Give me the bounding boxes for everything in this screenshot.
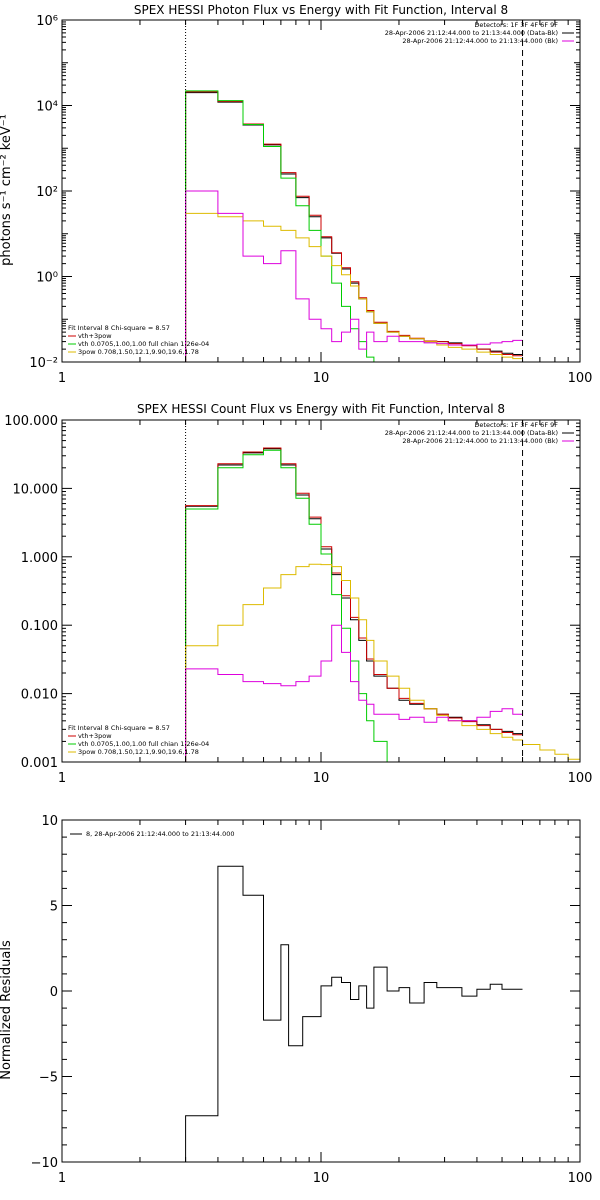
- y-tick-label: 0.010: [21, 688, 58, 703]
- series-line-2: [185, 449, 388, 762]
- residuals-ylabel: Normalized Residuals: [0, 940, 14, 1080]
- y-tick-label: 10²: [36, 185, 58, 200]
- y-tick-label: 10⁴: [36, 100, 58, 115]
- residuals-panel: Normalized Residuals 1 10 100 −10 −5 0 5 10 8, 2…: [0, 814, 592, 1186]
- y-tick-label: 10⁻²: [29, 356, 58, 371]
- x-tick-label: 10: [313, 371, 330, 386]
- y-tick-label: 0.100: [21, 619, 58, 634]
- x-tick-label: 100: [568, 1171, 593, 1186]
- x-axis: 1 10 100: [58, 820, 593, 1186]
- series-group: [185, 865, 523, 1162]
- x-axis: 1 10 100: [58, 20, 593, 386]
- legend-right-entry: Detectors: 1F 3F 4F 6F 9F: [474, 421, 558, 429]
- legend-right-entry: Detectors: 1F 3F 4F 6F 9F: [474, 21, 558, 29]
- legend-left-entry: vth+3pow: [78, 332, 112, 340]
- legend-left: Fit Interval 8 Chi-square = 8.57vth+3pow…: [68, 324, 209, 356]
- x-tick-label: 10: [313, 1171, 330, 1186]
- legend-left-entry: vth 0.0705,1.00,1.00 full chian 1.26e-04: [78, 340, 209, 348]
- y-tick-label: 10.000: [13, 482, 59, 497]
- legend-left-entry: Fit Interval 8 Chi-square = 8.57: [68, 724, 170, 732]
- x-tick-label: 1: [58, 371, 66, 386]
- legend-left-entry: Fit Interval 8 Chi-square = 8.57: [68, 324, 170, 332]
- legend-left-entry: 3pow 0.708,1.50,12.1,9.90,19.6,1.78: [78, 748, 199, 756]
- legend-right-entry: 28-Apr-2006 21:12:44.000 to 21:13:44.000…: [402, 37, 558, 45]
- y-tick-label: 0: [50, 985, 58, 1000]
- legend-right-entry: 28-Apr-2006 21:12:44.000 to 21:13:44.000…: [402, 437, 558, 445]
- legend-left-entry: vth+3pow: [78, 732, 112, 740]
- legend-left-entry: 3pow 0.708,1.50,12.1,9.90,19.6,1.78: [78, 348, 199, 356]
- x-axis: 1 10 100: [58, 420, 593, 786]
- photon-flux-panel: SPEX HESSI Photon Flux vs Energy with Fi…: [0, 3, 592, 386]
- x-tick-label: 1: [58, 771, 66, 786]
- series-group: [185, 447, 580, 762]
- series-line-3: [185, 563, 580, 762]
- x-tick-label: 100: [568, 771, 593, 786]
- series-line-0: [185, 865, 523, 1162]
- y-tick-label: 100.000: [4, 414, 58, 429]
- series-line-4: [185, 190, 523, 362]
- y-tick-label: 0.001: [21, 756, 58, 771]
- y-axis: 10⁻² 10⁰ 10² 10⁴ 10⁶: [29, 14, 580, 371]
- y-tick-label: 1.000: [21, 551, 58, 566]
- legend-left-entry: vth 0.0705,1.00,1.00 full chian 1.26e-04: [78, 740, 209, 748]
- x-tick-label: 1: [58, 1171, 66, 1186]
- y-tick-label: 10: [41, 814, 58, 829]
- y-tick-label: −5: [39, 1071, 58, 1086]
- y-axis: 0.001 0.010 0.100 1.000 10.000 100.000: [4, 414, 580, 771]
- y-axis: −10 −5 0 5 10: [31, 814, 580, 1171]
- legend-right-entry: 28-Apr-2006 21:12:44.000 to 21:13:44.000…: [385, 29, 558, 37]
- series-line-4: [185, 624, 523, 762]
- series-line-3: [185, 212, 523, 362]
- legend-right-entry: 28-Apr-2006 21:12:44.000 to 21:13:44.000…: [385, 429, 558, 437]
- count-flux-panel: SPEX HESSI Count Flux vs Energy with Fit…: [4, 402, 592, 786]
- y-tick-label: −10: [31, 1156, 58, 1171]
- y-tick-label: 5: [50, 900, 58, 915]
- y-tick-label: 10⁶: [36, 14, 58, 29]
- photon-flux-title: SPEX HESSI Photon Flux vs Energy with Fi…: [134, 3, 508, 17]
- legend-left: Fit Interval 8 Chi-square = 8.57vth+3pow…: [68, 724, 209, 756]
- count-flux-title: SPEX HESSI Count Flux vs Energy with Fit…: [137, 402, 505, 416]
- x-tick-label: 100: [568, 371, 593, 386]
- x-tick-label: 10: [313, 771, 330, 786]
- y-tick-label: 10⁰: [36, 271, 58, 286]
- photon-flux-ylabel: photons s⁻¹ cm⁻² keV⁻¹: [0, 114, 14, 266]
- legend-top-entry: 8, 28-Apr-2006 21:12:44.000 to 21:13:44.…: [86, 830, 235, 838]
- series-group: [185, 90, 523, 362]
- series-line-2: [185, 90, 375, 362]
